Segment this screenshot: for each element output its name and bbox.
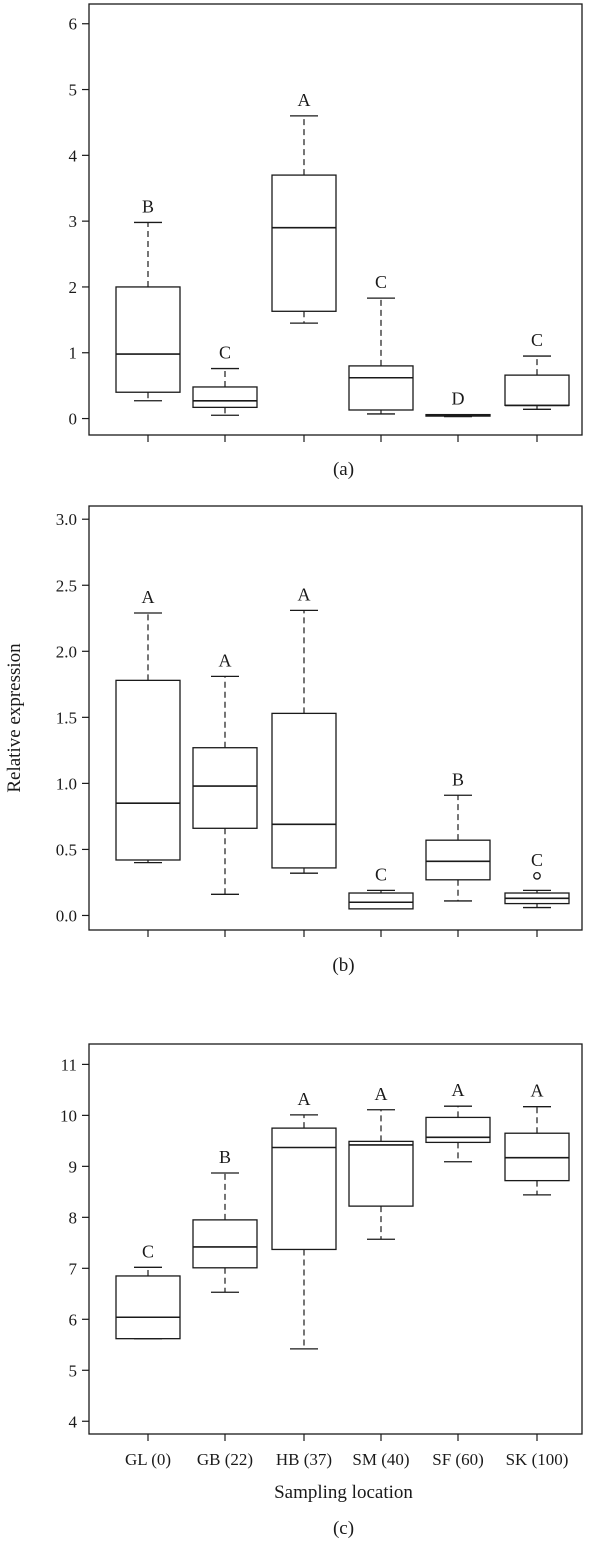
significance-letter: B	[452, 769, 464, 789]
x-tick-label: GL (0)	[125, 1450, 171, 1469]
significance-letter: A	[298, 584, 311, 604]
significance-letter: A	[531, 1081, 544, 1101]
x-axis-label: Sampling location	[274, 1482, 413, 1503]
outlier-point	[533, 871, 541, 880]
y-tick-label: 5	[69, 1361, 78, 1380]
iqr-box	[425, 839, 491, 881]
panel-caption: (a)	[333, 459, 354, 480]
box-4: A	[348, 1084, 414, 1240]
y-tick-label: 4	[69, 146, 78, 165]
box-3: A	[271, 1089, 337, 1350]
x-tick-label: GB (22)	[197, 1450, 253, 1469]
box-4: C	[348, 272, 414, 415]
y-tick-label: 0.0	[56, 906, 77, 925]
box-6: C	[504, 330, 570, 410]
y-tick-label: 6	[69, 1310, 78, 1329]
significance-letter: C	[375, 864, 387, 884]
y-tick-label: 3.0	[56, 510, 77, 529]
y-tick-label: 7	[69, 1259, 78, 1278]
iqr-box	[348, 365, 414, 411]
box-3: A	[271, 584, 337, 874]
y-tick-label: 4	[69, 1412, 78, 1431]
iqr-box	[115, 1275, 181, 1340]
box-6: C	[504, 850, 570, 909]
y-tick-label: 3	[69, 212, 78, 231]
iqr-box	[115, 286, 181, 393]
significance-letter: C	[531, 850, 543, 870]
significance-letter: C	[219, 343, 231, 363]
y-tick-label: 2.5	[56, 576, 77, 595]
plot-frame	[88, 3, 583, 436]
box-5: A	[425, 1080, 491, 1163]
significance-letter: C	[142, 1241, 154, 1261]
significance-letter: C	[375, 272, 387, 292]
box-3: A	[271, 90, 337, 324]
panel-caption: (b)	[332, 955, 354, 976]
iqr-box	[115, 679, 181, 861]
chart-panel-3: 4 5 6 7 8 9 10 11 C B A A A A (c) GL (0) GB (22) HB (37) S…	[60, 1043, 583, 1539]
significance-letter: C	[531, 330, 543, 350]
box-1: A	[115, 587, 181, 864]
y-tick-label: 2.0	[56, 642, 77, 661]
x-tick-label: HB (37)	[276, 1450, 332, 1469]
iqr-box	[348, 892, 414, 910]
iqr-box	[348, 1140, 414, 1207]
y-tick-label: 1	[69, 344, 78, 363]
y-axis-label: Relative expression	[4, 643, 25, 793]
y-tick-label: 2	[69, 278, 78, 297]
box-5: B	[425, 769, 491, 902]
iqr-box	[192, 1219, 258, 1269]
x-tick-label: SF (60)	[432, 1450, 483, 1469]
y-tick-label: 0	[69, 410, 78, 429]
iqr-box	[192, 747, 258, 829]
significance-letter: B	[142, 196, 154, 216]
y-tick-label: 1.5	[56, 708, 77, 727]
chart-panel-1: 0 1 2 3 4 5 6 B C A C D C (a)	[69, 3, 583, 480]
box-5: D	[425, 389, 491, 418]
box-6: A	[504, 1081, 570, 1196]
significance-letter: B	[219, 1147, 231, 1167]
iqr-box	[504, 374, 570, 407]
box-1: C	[115, 1241, 181, 1340]
y-tick-label: 6	[69, 15, 78, 34]
plot-frame	[88, 1043, 583, 1435]
x-tick-label: SM (40)	[352, 1450, 409, 1469]
significance-letter: A	[298, 1089, 311, 1109]
y-tick-label: 1.0	[56, 774, 77, 793]
y-tick-label: 11	[61, 1055, 77, 1074]
box-2: A	[192, 650, 258, 895]
significance-letter: A	[298, 90, 311, 110]
box-2: B	[192, 1147, 258, 1293]
plot-frame	[88, 505, 583, 931]
iqr-box	[271, 1127, 337, 1251]
significance-letter: A	[219, 650, 232, 670]
significance-letter: A	[452, 1080, 465, 1100]
significance-letter: D	[452, 389, 465, 409]
y-tick-label: 5	[69, 81, 78, 100]
y-tick-label: 0.5	[56, 840, 77, 859]
chart-panel-2: 0.0 0.5 1.0 1.5 2.0 2.5 3.0 A A A C B C (b) Relative e…	[4, 505, 583, 976]
significance-letter: A	[142, 587, 155, 607]
y-tick-label: 8	[69, 1208, 78, 1227]
x-tick-label: SK (100)	[506, 1450, 569, 1469]
y-tick-label: 9	[69, 1157, 78, 1176]
iqr-box	[192, 386, 258, 409]
significance-letter: A	[375, 1084, 388, 1104]
iqr-box	[425, 1116, 491, 1144]
iqr-box	[271, 174, 337, 312]
box-4: C	[348, 864, 414, 910]
y-tick-label: 10	[60, 1106, 77, 1125]
box-1: B	[115, 196, 181, 402]
iqr-box	[271, 712, 337, 869]
box-2: C	[192, 343, 258, 416]
panel-caption: (c)	[333, 1518, 354, 1539]
